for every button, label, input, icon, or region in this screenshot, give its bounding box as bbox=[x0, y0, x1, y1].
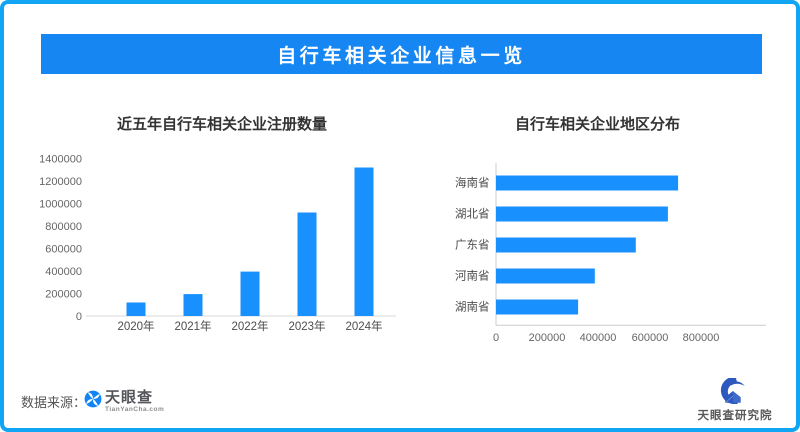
svg-text:河南省: 河南省 bbox=[455, 269, 490, 283]
svg-text:广东省: 广东省 bbox=[455, 239, 490, 252]
svg-text:0: 0 bbox=[493, 332, 499, 344]
svg-text:800000: 800000 bbox=[683, 332, 720, 344]
svg-text:600000: 600000 bbox=[632, 332, 669, 344]
svg-text:200000: 200000 bbox=[529, 332, 566, 344]
svg-text:湖南省: 湖南省 bbox=[455, 300, 490, 314]
svg-text:400000: 400000 bbox=[580, 332, 617, 344]
svg-text:湖北省: 湖北省 bbox=[455, 207, 490, 221]
svg-text:海南省: 海南省 bbox=[455, 176, 490, 190]
